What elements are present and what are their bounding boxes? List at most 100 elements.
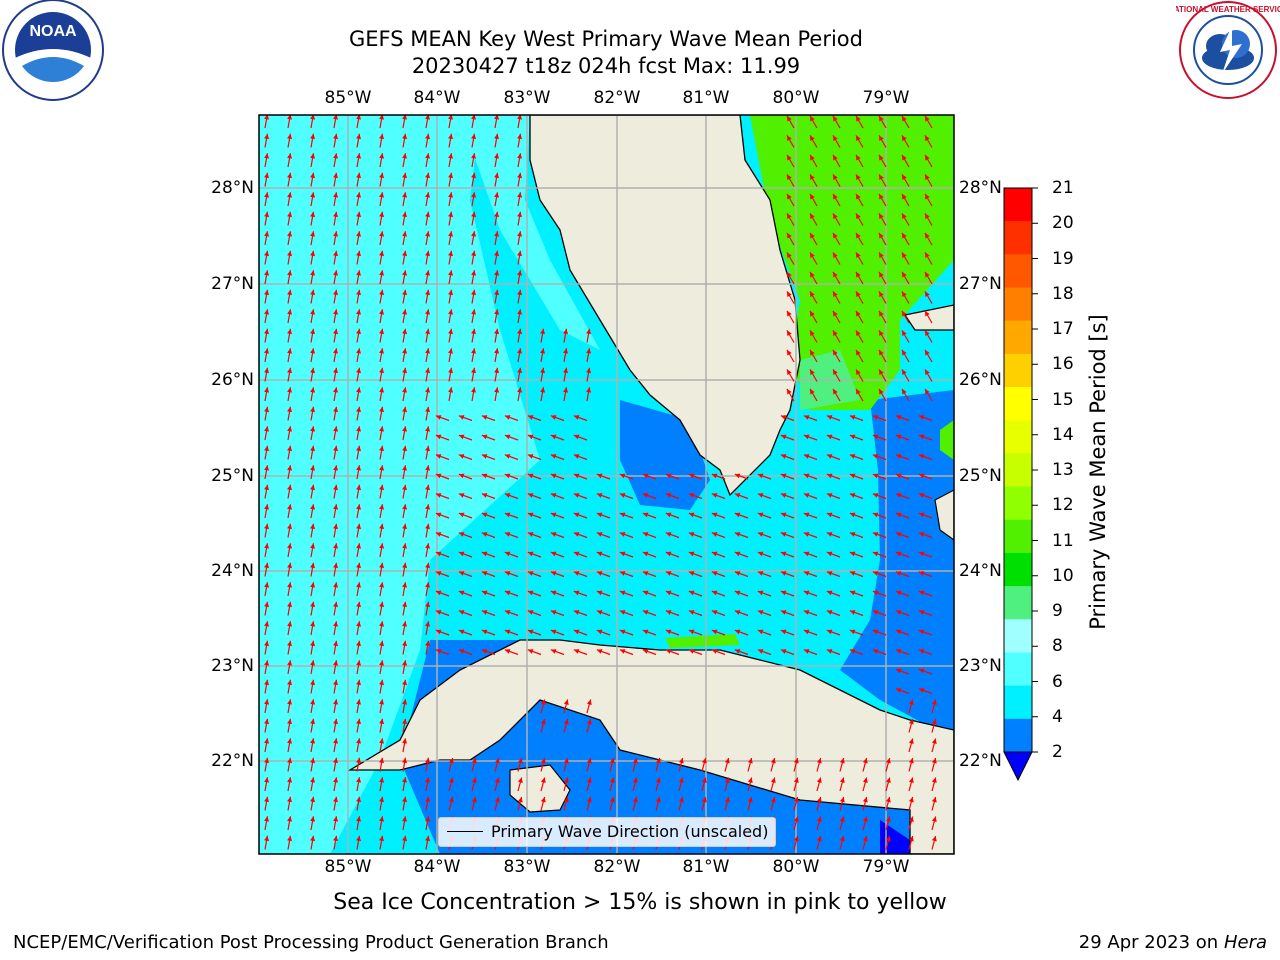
wave-direction-arrowhead (642, 551, 649, 557)
wave-direction-arrowhead (264, 816, 270, 822)
wave-direction-arrowhead (425, 426, 431, 432)
wave-direction-arrowhead (895, 668, 902, 674)
wave-direction-arrowhead (494, 231, 500, 237)
colorbar (1003, 187, 1038, 782)
wave-direction-arrowhead (310, 699, 316, 705)
wave-direction-arrowhead (931, 757, 937, 764)
wave-direction-arrowhead (849, 551, 856, 557)
colorbar-segment (1004, 685, 1032, 720)
wave-direction-arrowhead (504, 415, 511, 420)
wave-direction-arrowhead (655, 796, 661, 803)
wave-direction-arrowhead (563, 387, 569, 393)
wave-direction-arrowhead (402, 835, 408, 842)
wave-direction-arrowhead (872, 610, 879, 615)
wave-direction-arrowhead (596, 473, 603, 479)
wave-direction-arrowhead (402, 115, 408, 120)
wave-direction-arrowhead (333, 289, 339, 296)
wave-direction-arrowhead (402, 816, 408, 822)
wave-direction-arrowhead (810, 291, 815, 297)
wave-direction-arrowhead (711, 649, 718, 654)
wave-direction-arrowhead (747, 777, 753, 783)
wave-direction-arrowhead (333, 250, 339, 257)
wave-direction-arrowhead (931, 796, 937, 803)
wave-direction-arrowhead (264, 231, 270, 237)
wave-direction-arrowhead (780, 571, 787, 576)
wave-direction-arrowhead (494, 192, 500, 198)
wave-direction-arrowhead (810, 330, 815, 336)
wave-direction-arrowhead (563, 796, 569, 803)
wave-direction-arrowhead (310, 835, 316, 842)
wave-direction-arrowhead (333, 777, 339, 783)
wave-direction-arrowhead (310, 270, 316, 276)
wave-direction-arrowhead (310, 406, 316, 413)
wave-direction-arrowhead (333, 172, 339, 179)
wave-direction-arrowhead (925, 388, 930, 395)
land-cuba (347, 639, 954, 854)
wave-direction-arrowhead (573, 551, 580, 557)
colorbar-tick-label: 15 (1052, 389, 1074, 410)
wave-direction-arrowhead (379, 738, 385, 744)
wave-direction-arrowhead (310, 738, 316, 744)
wave-direction-arrowhead (425, 348, 431, 354)
wave-direction-arrowhead (527, 493, 534, 498)
wave-direction-arrowhead (402, 679, 408, 686)
wave-direction-arrowhead (333, 348, 339, 354)
wave-direction-arrowhead (540, 796, 546, 803)
wave-direction-arrowhead (619, 551, 626, 557)
wave-direction-arrowhead (632, 757, 638, 764)
wave-direction-arrowhead (642, 512, 649, 518)
wave-direction-arrowhead (803, 571, 810, 576)
wave-direction-arrowhead (458, 454, 465, 459)
wave-direction-arrowhead (885, 777, 891, 783)
wave-direction-arrowhead (356, 699, 362, 705)
wave-direction-arrowhead (810, 349, 815, 356)
wave-direction-arrowhead (379, 640, 385, 647)
lat-label-left: 25°N (211, 466, 254, 486)
wave-direction-arrowhead (402, 445, 408, 452)
lon-label-top: 79°W (862, 88, 910, 108)
wave-direction-arrowhead (379, 406, 385, 413)
wave-direction-arrowhead (780, 610, 787, 615)
wave-direction-arrowhead (448, 250, 454, 257)
wave-direction-arrowhead (586, 367, 592, 374)
chart-subtitle: 20230427 t18z 024h fcst Max: 11.99 (411, 54, 801, 78)
wave-direction-arrowhead (379, 133, 385, 140)
wave-direction-arrowhead (356, 387, 362, 393)
wave-direction-arrowhead (833, 135, 838, 141)
wave-direction-arrowhead (925, 349, 930, 356)
colorbar-segment (1004, 320, 1032, 355)
wave-direction-arrowhead (734, 551, 741, 557)
wave-direction-arrowhead (816, 757, 822, 764)
wave-direction-arrowhead (895, 473, 902, 479)
wave-direction-arrowhead (287, 309, 293, 315)
wave-direction-arrowhead (734, 512, 741, 518)
lat-label-left: 26°N (211, 370, 254, 390)
lon-label-bottom: 80°W (772, 857, 820, 877)
wave-direction-arrowhead (780, 512, 787, 518)
wave-direction-arrowhead (879, 252, 884, 258)
wave-direction-arrowhead (435, 473, 442, 479)
wave-direction-arrowhead (481, 454, 488, 459)
wave-direction-arrowhead (435, 571, 442, 576)
colorbar-segment (1004, 254, 1032, 289)
wave-direction-arrowhead (402, 465, 408, 471)
wave-direction-arrowhead (550, 649, 557, 654)
wave-direction-arrowhead (517, 367, 523, 374)
wave-direction-arrowhead (925, 174, 930, 180)
wave-direction-arrowhead (402, 172, 408, 179)
wave-direction-arrowhead (356, 796, 362, 803)
wave-direction-arrowhead (264, 289, 270, 296)
wave-direction-arrowhead (908, 816, 914, 822)
wave-direction-arrowhead (780, 493, 787, 498)
wave-direction-arrowhead (402, 484, 408, 491)
colorbar-segment (1004, 619, 1032, 653)
wave-direction-arrowhead (849, 649, 856, 654)
wave-direction-arrowhead (517, 250, 523, 257)
wave-direction-arrowhead (356, 835, 362, 842)
wave-direction-arrowhead (925, 330, 930, 336)
wave-direction-arrowhead (803, 532, 810, 537)
wave-direction-arrowhead (665, 532, 672, 537)
wave-direction-arrowhead (665, 512, 672, 518)
wave-direction-arrowhead (810, 310, 815, 317)
wave-direction-arrowhead (918, 551, 925, 557)
